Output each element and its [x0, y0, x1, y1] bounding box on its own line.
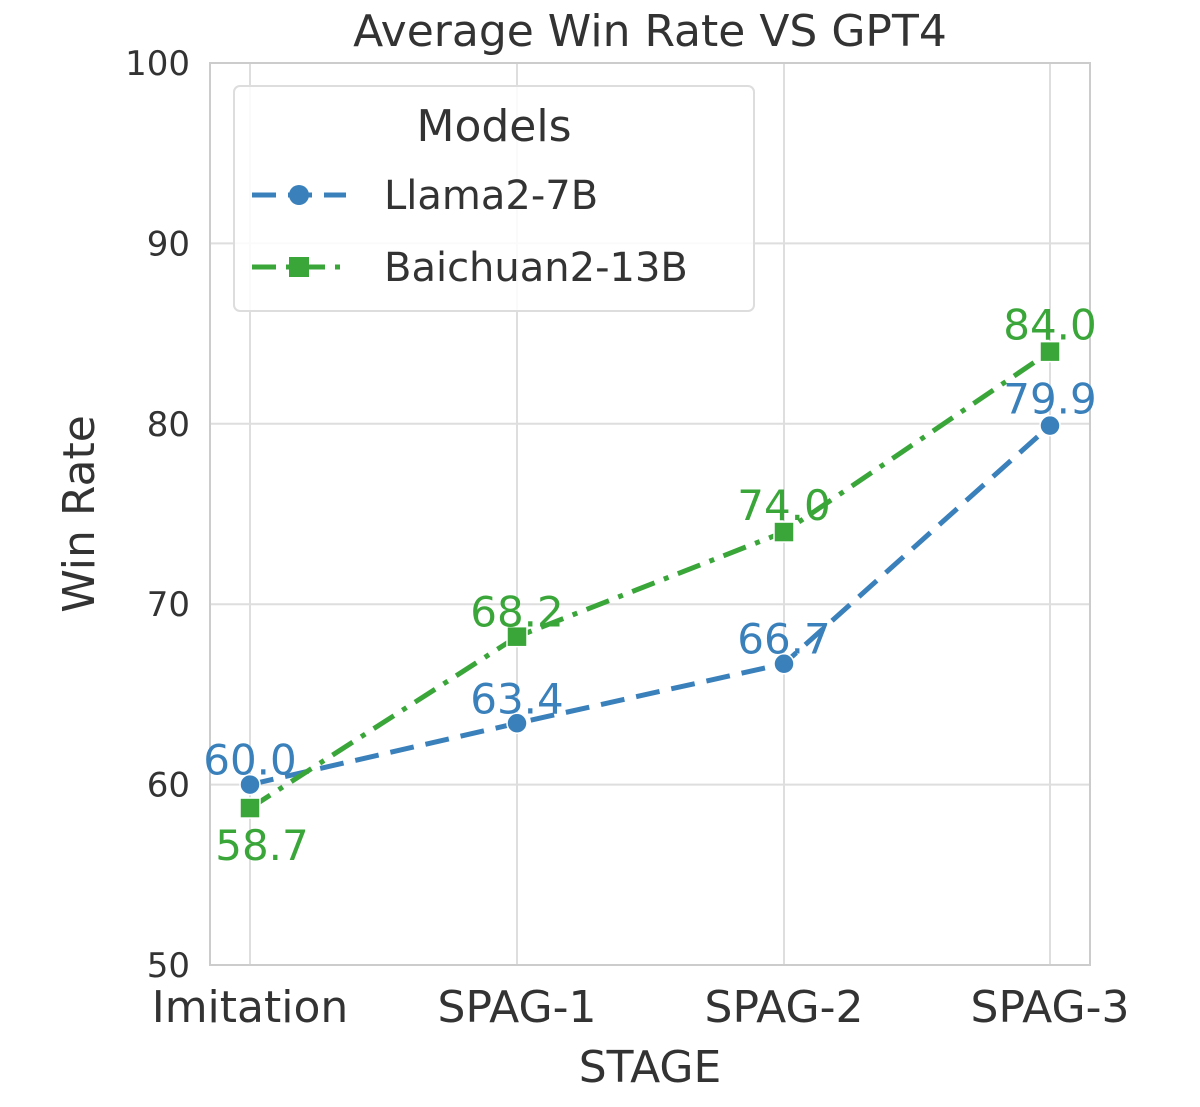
y-axis-ticks: 50 60 70 80 90 100 — [125, 44, 190, 986]
legend-marker — [289, 257, 309, 277]
y-tick-label: 90 — [147, 224, 190, 264]
data-point — [239, 797, 261, 819]
data-labels: 60.0 63.4 66.7 79.9 58.7 68.2 74.0 84.0 — [203, 301, 1097, 870]
x-tick-label: SPAG-2 — [705, 982, 864, 1033]
x-tick-label: SPAG-1 — [438, 982, 597, 1033]
y-tick-label: 70 — [147, 585, 190, 625]
chart-title: Average Win Rate VS GPT4 — [353, 6, 947, 57]
x-tick-label: SPAG-3 — [971, 982, 1130, 1033]
series-line-llama2-7b — [249, 423, 1052, 788]
legend-title: Models — [416, 101, 571, 152]
plot-area-border — [209, 62, 1091, 966]
x-axis-label: STAGE — [579, 1042, 722, 1093]
data-point — [506, 712, 528, 735]
data-point — [773, 652, 795, 675]
data-point — [1039, 340, 1061, 363]
legend-label: Baichuan2-13B — [384, 245, 688, 291]
data-label: 63.4 — [470, 674, 564, 723]
data-label: 66.7 — [737, 615, 831, 664]
data-label: 74.0 — [737, 481, 831, 530]
legend-marker — [289, 185, 309, 205]
y-tick-label: 100 — [125, 44, 190, 84]
data-label: 60.0 — [203, 736, 297, 785]
data-point — [239, 773, 261, 796]
data-point — [1039, 414, 1061, 437]
series — [239, 340, 1061, 819]
y-tick-label: 60 — [147, 766, 190, 806]
legend-label: Llama2-7B — [384, 173, 598, 219]
y-axis-label: Win Rate — [54, 415, 105, 613]
data-label: 58.7 — [215, 821, 309, 870]
y-tick-label: 80 — [147, 405, 190, 445]
legend-box — [233, 85, 755, 312]
x-axis-ticks: Imitation SPAG-1 SPAG-2 SPAG-3 — [152, 982, 1130, 1033]
data-point — [506, 625, 528, 648]
data-label: 84.0 — [1003, 301, 1097, 350]
data-label: 79.9 — [1003, 375, 1097, 424]
x-tick-label: Imitation — [152, 982, 349, 1033]
data-label: 68.2 — [470, 588, 564, 637]
y-tick-label: 50 — [147, 946, 190, 986]
legend: Models Llama2-7B Baichuan2-13B — [233, 85, 755, 312]
data-point — [773, 521, 795, 543]
legend-items: Llama2-7B Baichuan2-13B — [252, 173, 688, 291]
series-line-baichuan2-13b — [248, 349, 1052, 811]
